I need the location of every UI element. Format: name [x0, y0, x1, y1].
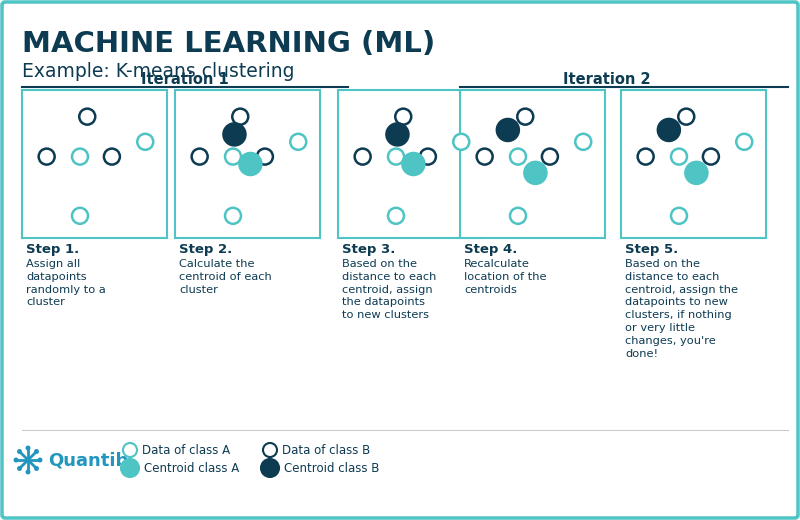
Text: Example: K-means clustering: Example: K-means clustering [22, 62, 294, 81]
Circle shape [402, 153, 424, 175]
Circle shape [225, 208, 241, 224]
Text: Calculate the
centroid of each
cluster: Calculate the centroid of each cluster [179, 259, 272, 295]
Circle shape [232, 109, 248, 125]
Circle shape [38, 458, 42, 462]
Circle shape [510, 208, 526, 224]
Text: Iteration 1: Iteration 1 [141, 72, 229, 87]
FancyBboxPatch shape [338, 90, 483, 238]
Circle shape [678, 109, 694, 125]
Text: Recalculate
location of the
centroids: Recalculate location of the centroids [464, 259, 546, 295]
Text: Step 4.: Step 4. [464, 243, 518, 256]
Circle shape [123, 443, 137, 457]
Circle shape [38, 149, 54, 165]
Text: Step 1.: Step 1. [26, 243, 79, 256]
Circle shape [736, 134, 752, 150]
Circle shape [34, 449, 39, 454]
Circle shape [671, 149, 687, 165]
Text: Step 3.: Step 3. [342, 243, 395, 256]
Circle shape [454, 134, 470, 150]
Circle shape [290, 134, 306, 150]
Circle shape [261, 459, 279, 477]
Circle shape [72, 149, 88, 165]
Circle shape [658, 119, 680, 141]
Circle shape [104, 149, 120, 165]
Circle shape [671, 208, 687, 224]
FancyBboxPatch shape [621, 90, 766, 238]
FancyBboxPatch shape [460, 90, 605, 238]
FancyBboxPatch shape [175, 90, 320, 238]
Text: Based on the
distance to each
centroid, assign
the datapoints
to new clusters: Based on the distance to each centroid, … [342, 259, 436, 320]
Text: Step 5.: Step 5. [625, 243, 678, 256]
Circle shape [79, 109, 95, 125]
Text: Quantib: Quantib [48, 451, 128, 469]
Circle shape [121, 459, 139, 477]
Circle shape [525, 162, 546, 184]
Circle shape [26, 470, 30, 474]
Circle shape [72, 208, 88, 224]
Circle shape [703, 149, 719, 165]
Circle shape [138, 134, 154, 150]
Text: Centroid class A: Centroid class A [144, 462, 239, 474]
FancyBboxPatch shape [22, 90, 167, 238]
Circle shape [257, 149, 273, 165]
Circle shape [575, 134, 591, 150]
Circle shape [388, 149, 404, 165]
Circle shape [354, 149, 370, 165]
Circle shape [638, 149, 654, 165]
Text: Based on the
distance to each
centroid, assign the
datapoints to new
clusters, i: Based on the distance to each centroid, … [625, 259, 738, 359]
Circle shape [34, 466, 39, 471]
Circle shape [263, 443, 277, 457]
Text: Step 2.: Step 2. [179, 243, 232, 256]
Text: Assign all
datapoints
randomly to a
cluster: Assign all datapoints randomly to a clus… [26, 259, 106, 307]
Text: Data of class A: Data of class A [142, 444, 230, 457]
Circle shape [239, 153, 262, 175]
Circle shape [225, 149, 241, 165]
Circle shape [17, 449, 22, 454]
Circle shape [518, 109, 534, 125]
Circle shape [26, 446, 30, 450]
Circle shape [395, 109, 411, 125]
Text: Centroid class B: Centroid class B [284, 462, 379, 474]
Circle shape [686, 162, 707, 184]
Circle shape [388, 208, 404, 224]
Circle shape [477, 149, 493, 165]
Circle shape [510, 149, 526, 165]
Circle shape [17, 466, 22, 471]
Circle shape [542, 149, 558, 165]
Circle shape [192, 149, 208, 165]
Circle shape [386, 123, 409, 146]
Text: Iteration 2: Iteration 2 [563, 72, 651, 87]
Text: MACHINE LEARNING (ML): MACHINE LEARNING (ML) [22, 30, 435, 58]
Circle shape [223, 123, 246, 146]
Text: Data of class B: Data of class B [282, 444, 370, 457]
Circle shape [420, 149, 436, 165]
Circle shape [14, 458, 18, 462]
Circle shape [497, 119, 519, 141]
